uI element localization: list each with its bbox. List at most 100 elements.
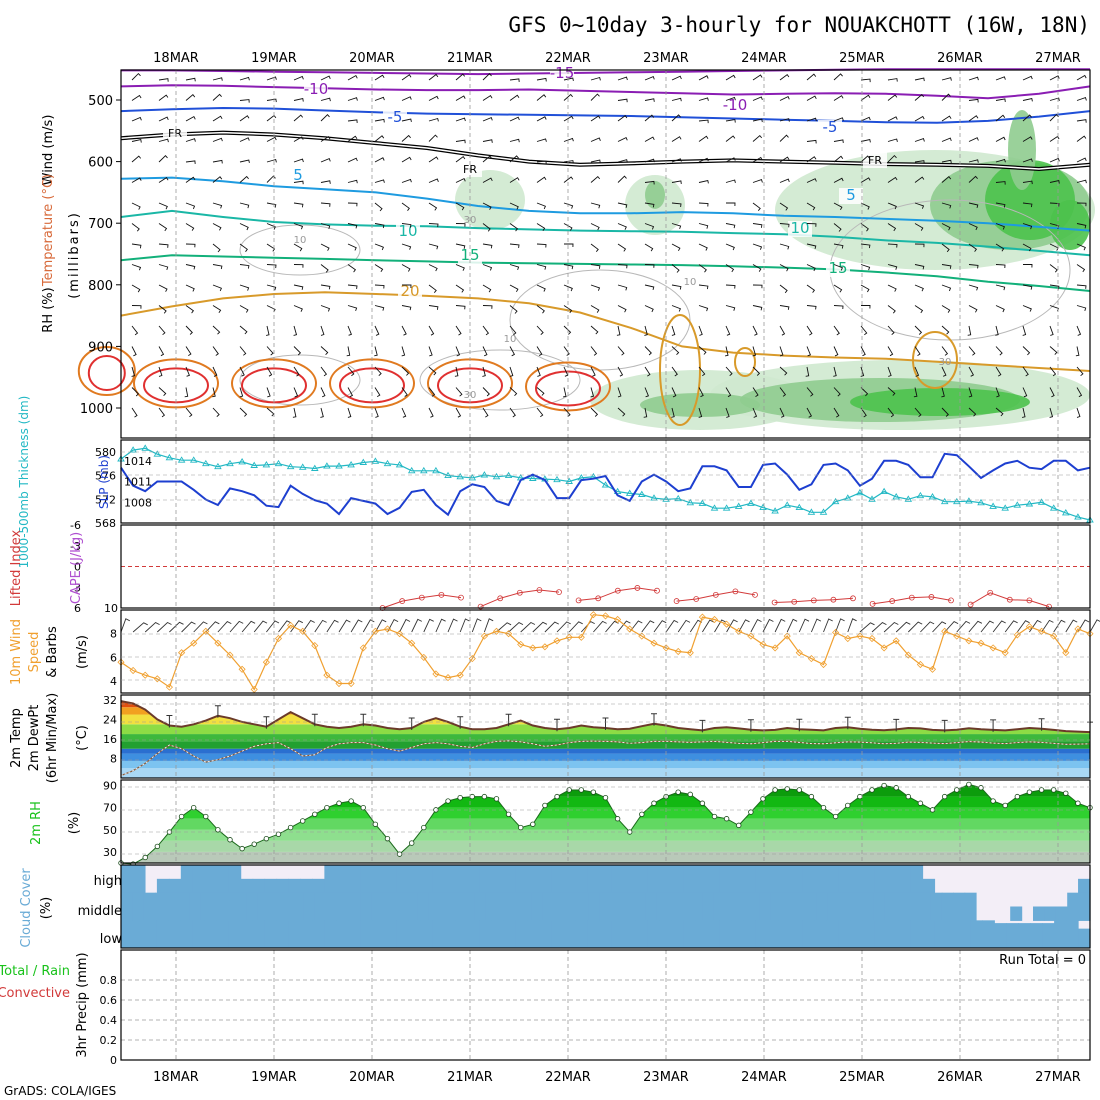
cloud-cell-middle [793, 892, 806, 921]
isotherm-label: -5 [388, 108, 403, 126]
temp-minmax-bar [941, 719, 948, 733]
thickness-marker [747, 499, 755, 506]
wind-barb [185, 264, 196, 270]
wind-barb [968, 284, 979, 291]
temp-minmax-bar [263, 716, 270, 729]
wind-barb [158, 243, 169, 248]
wind10-barb [593, 620, 607, 633]
wind-barb [266, 325, 270, 336]
wind-barb [428, 366, 437, 376]
top-date-label: 21MAR [447, 51, 493, 66]
top-date-label: 27MAR [1035, 51, 1081, 66]
wind-barb [320, 346, 329, 356]
wind-barb [968, 264, 979, 269]
thickness-marker [844, 494, 852, 501]
thickness-marker [856, 488, 864, 496]
wind10-marker [335, 679, 343, 688]
lifted-tick-label: 0 [74, 561, 81, 574]
wind-barb [995, 243, 1005, 252]
cloud-cell-low [455, 920, 469, 948]
upper-rh-label: RH (%) [41, 287, 56, 332]
wind10-marker [311, 642, 319, 650]
rh-2m-marker [530, 821, 536, 827]
cloud-cell-middle [428, 892, 441, 921]
wind-barb [752, 156, 763, 163]
temp-band [121, 748, 1090, 754]
wind-barb [1049, 202, 1060, 207]
wind10-marker [553, 637, 561, 645]
cloud-cell-low [1018, 923, 1031, 948]
wind10-barb [217, 621, 232, 633]
upper-wind-label: Wind (m/s) [41, 115, 56, 186]
wind-barb [401, 118, 412, 122]
thickness-marker [928, 493, 937, 500]
wind-barb [563, 93, 573, 101]
isotherm-label: 15 [828, 259, 847, 277]
wind10-tick-label: 8 [110, 628, 117, 641]
wind-barb [1049, 305, 1060, 312]
wind10-marker [456, 671, 464, 679]
wind-barb [887, 407, 895, 418]
wind-barb [509, 264, 520, 271]
lifted-index-marker [732, 588, 739, 595]
cloud-cell-high [886, 865, 900, 894]
cloud-cell-middle [349, 892, 361, 921]
wind-barb [887, 387, 896, 396]
wind-barb [590, 366, 596, 377]
wind-barb [374, 135, 385, 142]
panel-frame-temp [120, 694, 1091, 779]
thickness-marker [141, 444, 149, 451]
panel-border [120, 694, 1091, 779]
cloud-cell-middle [474, 892, 487, 921]
wind-barb [833, 243, 844, 249]
wind-barb [212, 202, 223, 209]
cloud-cell-high [396, 865, 409, 894]
wind-barb [536, 407, 544, 418]
rh-2m-marker [348, 798, 354, 804]
lifted-index-marker [752, 591, 758, 598]
cloud-cell-high [719, 865, 732, 894]
wind-barb [941, 284, 952, 292]
wind-barb [374, 223, 385, 229]
thickness-marker [165, 453, 174, 461]
cloud-cell-middle [497, 892, 510, 921]
wind-barb [698, 97, 709, 101]
wind10-barb [399, 618, 411, 633]
cloud-cell-high [216, 865, 230, 894]
wind10-marker [844, 634, 852, 643]
wind-barb [266, 387, 271, 398]
wind10-marker [698, 613, 706, 621]
cloud-cell-low [144, 920, 158, 948]
cloud-cell-low [683, 920, 696, 948]
wind10-marker [650, 639, 658, 647]
wind-barb [887, 264, 898, 270]
wind10-barb [181, 621, 196, 633]
wind-barb [212, 77, 223, 81]
lifted-tick-label: 3 [74, 581, 81, 594]
cloud-cell-low [922, 920, 936, 948]
cloud-cell-high [539, 865, 553, 894]
cloud-cell-low [934, 920, 948, 948]
wind-barb [320, 223, 331, 230]
cloud-cell-middle [805, 892, 817, 921]
temp2m-label-c: (6hr Min/Max) [45, 693, 60, 783]
wind-barb [455, 325, 462, 336]
pressure-tick-label: 900 [88, 340, 113, 355]
wind10-barb [968, 620, 983, 633]
cloud-cell-middle [782, 892, 795, 921]
cloud-cell-middle [611, 892, 624, 921]
wind-barb [536, 305, 545, 314]
cloud-cell-low [910, 920, 924, 948]
cloud-cell-middle [941, 892, 954, 921]
wind-barb [455, 243, 466, 249]
cloud-cell-low [611, 920, 625, 948]
lifted-index-marker [595, 595, 602, 602]
wind10-barb [532, 621, 548, 633]
wind-barb [806, 387, 814, 397]
wind-barb [212, 93, 222, 101]
cloud-cell-low [324, 920, 337, 948]
panel-border [120, 949, 1091, 1061]
wind-barb [726, 202, 736, 207]
cloud-cell-high [910, 865, 924, 894]
wind-barb [833, 73, 843, 81]
